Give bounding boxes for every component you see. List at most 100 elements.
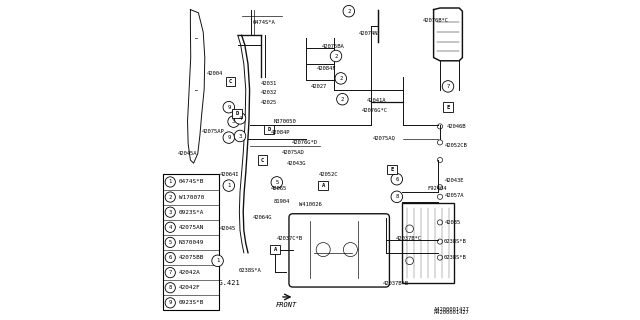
Text: C: C	[228, 79, 232, 84]
Text: 42084F: 42084F	[317, 66, 336, 71]
Text: 4: 4	[168, 225, 172, 230]
Circle shape	[212, 255, 223, 267]
Text: 7: 7	[168, 270, 172, 275]
Text: W170070: W170070	[179, 195, 204, 200]
Text: 42042F: 42042F	[179, 285, 200, 290]
Text: 42052CB: 42052CB	[445, 143, 468, 148]
Circle shape	[271, 177, 283, 188]
Text: 0923S*B: 0923S*B	[179, 300, 204, 305]
Text: 2: 2	[334, 53, 338, 59]
Text: 42031: 42031	[261, 81, 277, 86]
Text: 42076G*C: 42076G*C	[362, 108, 388, 113]
Text: FRONT: FRONT	[276, 302, 297, 308]
Text: 3: 3	[238, 133, 242, 139]
Bar	[226, 77, 236, 86]
Text: 3: 3	[232, 119, 236, 124]
Text: 42037B*C: 42037B*C	[396, 236, 421, 241]
Text: 42037C*B: 42037C*B	[277, 236, 303, 241]
Text: 42037B*B: 42037B*B	[383, 281, 408, 286]
Text: 0238S*B: 0238S*B	[443, 239, 466, 244]
Text: 0474S*A: 0474S*A	[253, 20, 276, 25]
Text: 42075AN: 42075AN	[179, 225, 204, 230]
Circle shape	[165, 283, 175, 293]
Circle shape	[330, 50, 342, 62]
Circle shape	[165, 192, 175, 202]
Text: 42064I: 42064I	[219, 172, 239, 177]
Text: 6: 6	[395, 177, 399, 182]
Text: 1: 1	[227, 183, 230, 188]
Text: A4200001427: A4200001427	[434, 307, 469, 312]
Text: 9: 9	[227, 135, 230, 140]
Circle shape	[335, 73, 347, 84]
Text: 42076G*D: 42076G*D	[291, 140, 317, 145]
Circle shape	[223, 132, 235, 143]
Text: 2: 2	[340, 97, 344, 102]
Circle shape	[165, 207, 175, 217]
Circle shape	[165, 268, 175, 278]
Text: 0238S*A: 0238S*A	[239, 268, 261, 273]
Circle shape	[391, 173, 403, 185]
Text: 42042A: 42042A	[179, 270, 200, 275]
Bar	[270, 245, 280, 254]
Text: 1: 1	[168, 180, 172, 184]
Bar	[402, 203, 454, 283]
Text: 42076B*C: 42076B*C	[422, 18, 449, 23]
Text: F92404: F92404	[428, 186, 447, 191]
Text: D: D	[235, 111, 239, 116]
Text: 42057A: 42057A	[445, 193, 464, 198]
Bar	[387, 165, 397, 174]
Text: 42032: 42032	[261, 90, 277, 95]
Text: 5: 5	[168, 240, 172, 245]
Circle shape	[228, 116, 239, 127]
Text: 81904: 81904	[274, 199, 290, 204]
Bar	[264, 125, 274, 134]
Text: 42075AQ: 42075AQ	[372, 135, 396, 140]
Text: 9: 9	[168, 300, 172, 305]
Circle shape	[391, 191, 403, 203]
Text: 2: 2	[168, 195, 172, 200]
Text: 6: 6	[168, 255, 172, 260]
Text: 8: 8	[168, 285, 172, 290]
Circle shape	[165, 298, 175, 308]
Text: 42074N: 42074N	[358, 31, 378, 36]
Text: 42075AD: 42075AD	[282, 149, 305, 155]
Text: 42075AP: 42075AP	[202, 129, 225, 134]
Text: FIG.421: FIG.421	[211, 280, 241, 286]
Text: 42064G: 42064G	[253, 215, 272, 220]
Circle shape	[165, 177, 175, 187]
Text: D: D	[267, 127, 271, 132]
Text: 42045A: 42045A	[178, 151, 197, 156]
Bar	[163, 174, 219, 310]
Text: 42043G: 42043G	[287, 161, 306, 166]
Text: 2: 2	[339, 76, 342, 81]
Text: 3: 3	[168, 210, 172, 215]
Text: 42075BB: 42075BB	[179, 255, 204, 260]
Text: 42004: 42004	[206, 71, 223, 76]
Bar	[232, 109, 242, 118]
Text: N370049: N370049	[179, 240, 204, 245]
Text: 42027: 42027	[310, 84, 326, 89]
Text: 1: 1	[216, 258, 220, 263]
Text: E: E	[390, 167, 394, 172]
Circle shape	[223, 180, 235, 191]
Circle shape	[234, 113, 246, 124]
Circle shape	[442, 81, 454, 92]
Text: 9: 9	[227, 105, 230, 110]
Text: 42046B: 42046B	[447, 124, 466, 129]
Circle shape	[165, 222, 175, 232]
Text: 0923S*A: 0923S*A	[179, 210, 204, 215]
Text: 42043E: 42043E	[445, 178, 464, 183]
Text: 4: 4	[238, 116, 242, 121]
Text: C: C	[260, 157, 264, 163]
Text: 42045: 42045	[219, 226, 236, 231]
Text: A: A	[273, 247, 277, 252]
Text: A4200001427: A4200001427	[434, 309, 469, 315]
Text: E: E	[446, 105, 450, 110]
Bar	[443, 102, 453, 112]
Text: 42084P: 42084P	[270, 130, 290, 135]
Bar	[258, 155, 268, 165]
Text: 42025: 42025	[261, 100, 277, 105]
Text: 0474S*B: 0474S*B	[179, 180, 204, 184]
Text: 42035: 42035	[445, 220, 461, 225]
Circle shape	[337, 93, 348, 105]
